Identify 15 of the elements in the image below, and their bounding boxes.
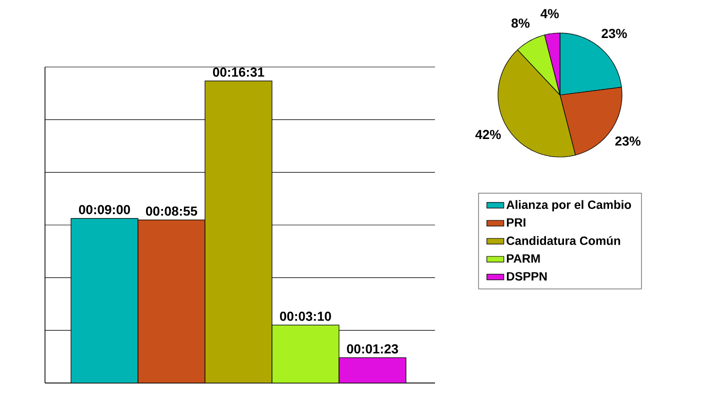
- legend-label: DSPPN: [506, 272, 547, 281]
- data-label: 4%: [540, 9, 559, 18]
- legend-label: Alianza por el Cambio: [506, 200, 632, 212]
- legend-label: PRI: [506, 218, 526, 227]
- data-label: 00:03:10: [280, 312, 331, 321]
- data-label: 23%: [615, 136, 640, 146]
- legend-label: PARM: [506, 254, 540, 263]
- data-label: 8%: [512, 18, 530, 28]
- legend-label: Candidatura Común: [506, 236, 620, 245]
- data-label: 23%: [602, 28, 627, 38]
- data-label: 00:09:00: [79, 205, 130, 214]
- data-label: 00:16:31: [213, 68, 264, 77]
- data-label: 00:08:55: [146, 206, 198, 216]
- data-label: 42%: [475, 130, 501, 140]
- data-label: 00:01:23: [347, 344, 398, 354]
